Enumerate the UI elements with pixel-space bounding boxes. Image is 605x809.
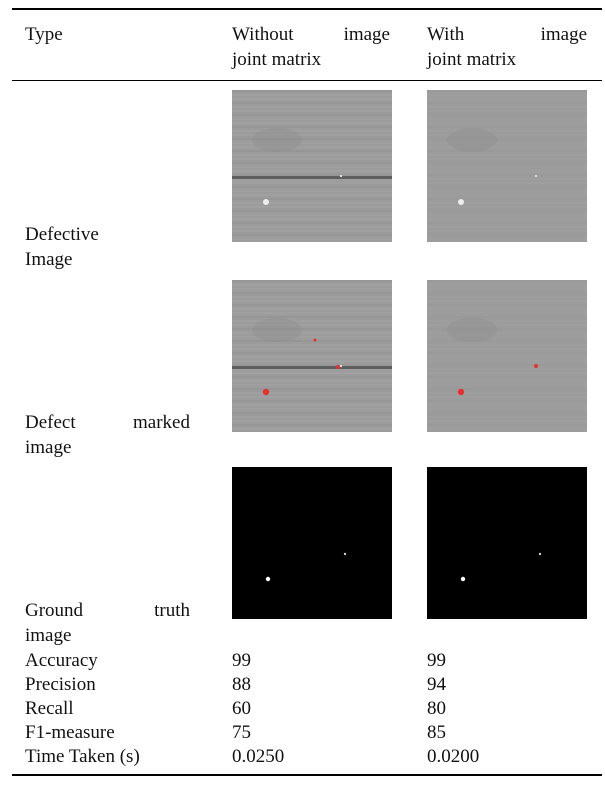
value-cell: 88 xyxy=(232,672,390,697)
header-cell-line: joint matrix xyxy=(427,47,587,72)
image-panel xyxy=(427,467,587,619)
value-cell: 75 xyxy=(232,720,390,745)
image-panel xyxy=(427,90,587,242)
row-label-line: Image xyxy=(25,247,190,272)
value-cell: 94 xyxy=(427,672,587,697)
value-cell: 99 xyxy=(427,648,587,673)
value-cell: 0.0200 xyxy=(427,744,587,769)
row-label-line: Ground truth xyxy=(25,598,190,623)
header-cell-line: Without image xyxy=(232,22,390,47)
image-panel xyxy=(232,467,392,619)
row-label: Accuracy xyxy=(25,648,190,673)
image-panel xyxy=(232,90,392,242)
header-cell: Type xyxy=(25,22,190,47)
header-rule xyxy=(12,80,602,81)
table-page: TypeWithout imagejoint matrixWith imagej… xyxy=(0,0,605,809)
image-panel xyxy=(232,280,392,432)
row-label-line: Defective xyxy=(25,222,190,247)
row-label-line: image xyxy=(25,435,190,460)
top-rule xyxy=(12,8,602,10)
row-label-line: image xyxy=(25,623,190,648)
row-label: F1-measure xyxy=(25,720,190,745)
header-cell-line: Type xyxy=(25,22,190,47)
value-cell: 85 xyxy=(427,720,587,745)
header-cell-line: joint matrix xyxy=(232,47,390,72)
value-cell: 99 xyxy=(232,648,390,673)
row-label: Recall xyxy=(25,696,190,721)
value-cell: 80 xyxy=(427,696,587,721)
row-label: Precision xyxy=(25,672,190,697)
header-cell-line: With image xyxy=(427,22,587,47)
image-panel xyxy=(427,280,587,432)
bottom-rule xyxy=(12,774,602,776)
value-cell: 0.0250 xyxy=(232,744,390,769)
value-cell: 60 xyxy=(232,696,390,721)
row-label: Time Taken (s) xyxy=(25,744,190,769)
row-label-line: Defect marked xyxy=(25,410,190,435)
